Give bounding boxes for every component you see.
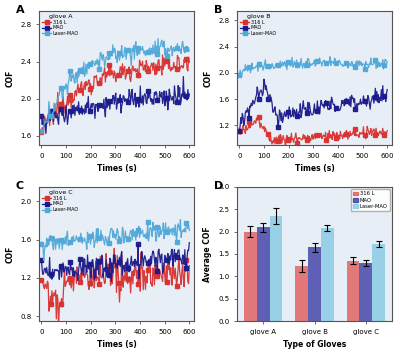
X-axis label: Type of Gloves: Type of Gloves xyxy=(283,340,346,349)
Bar xyxy=(360,263,372,321)
X-axis label: Times (s): Times (s) xyxy=(295,164,334,173)
Bar xyxy=(244,231,257,321)
Text: B: B xyxy=(214,5,222,15)
Bar xyxy=(347,261,360,321)
Bar xyxy=(308,247,321,321)
X-axis label: Times (s): Times (s) xyxy=(97,340,136,349)
Bar xyxy=(372,244,385,321)
Legend: 316 L, MAO, Laser-MAO: 316 L, MAO, Laser-MAO xyxy=(42,13,80,37)
Legend: 316 L, MAO, Laser-MAO: 316 L, MAO, Laser-MAO xyxy=(239,13,278,37)
Bar xyxy=(321,228,334,321)
Text: C: C xyxy=(16,181,24,191)
Y-axis label: COF: COF xyxy=(204,69,212,87)
Text: D: D xyxy=(214,181,223,191)
X-axis label: Times (s): Times (s) xyxy=(97,164,136,173)
Legend: 316 L, MAO, Laser-MAO: 316 L, MAO, Laser-MAO xyxy=(42,189,80,213)
Bar xyxy=(270,216,282,321)
Text: A: A xyxy=(16,5,24,15)
Bar xyxy=(257,227,270,321)
Bar xyxy=(295,266,308,321)
Y-axis label: COF: COF xyxy=(6,69,14,87)
Y-axis label: Average COF: Average COF xyxy=(204,226,212,282)
Y-axis label: COF: COF xyxy=(6,245,14,263)
Legend: 316 L, MAO, Laser-MAO: 316 L, MAO, Laser-MAO xyxy=(350,189,390,211)
